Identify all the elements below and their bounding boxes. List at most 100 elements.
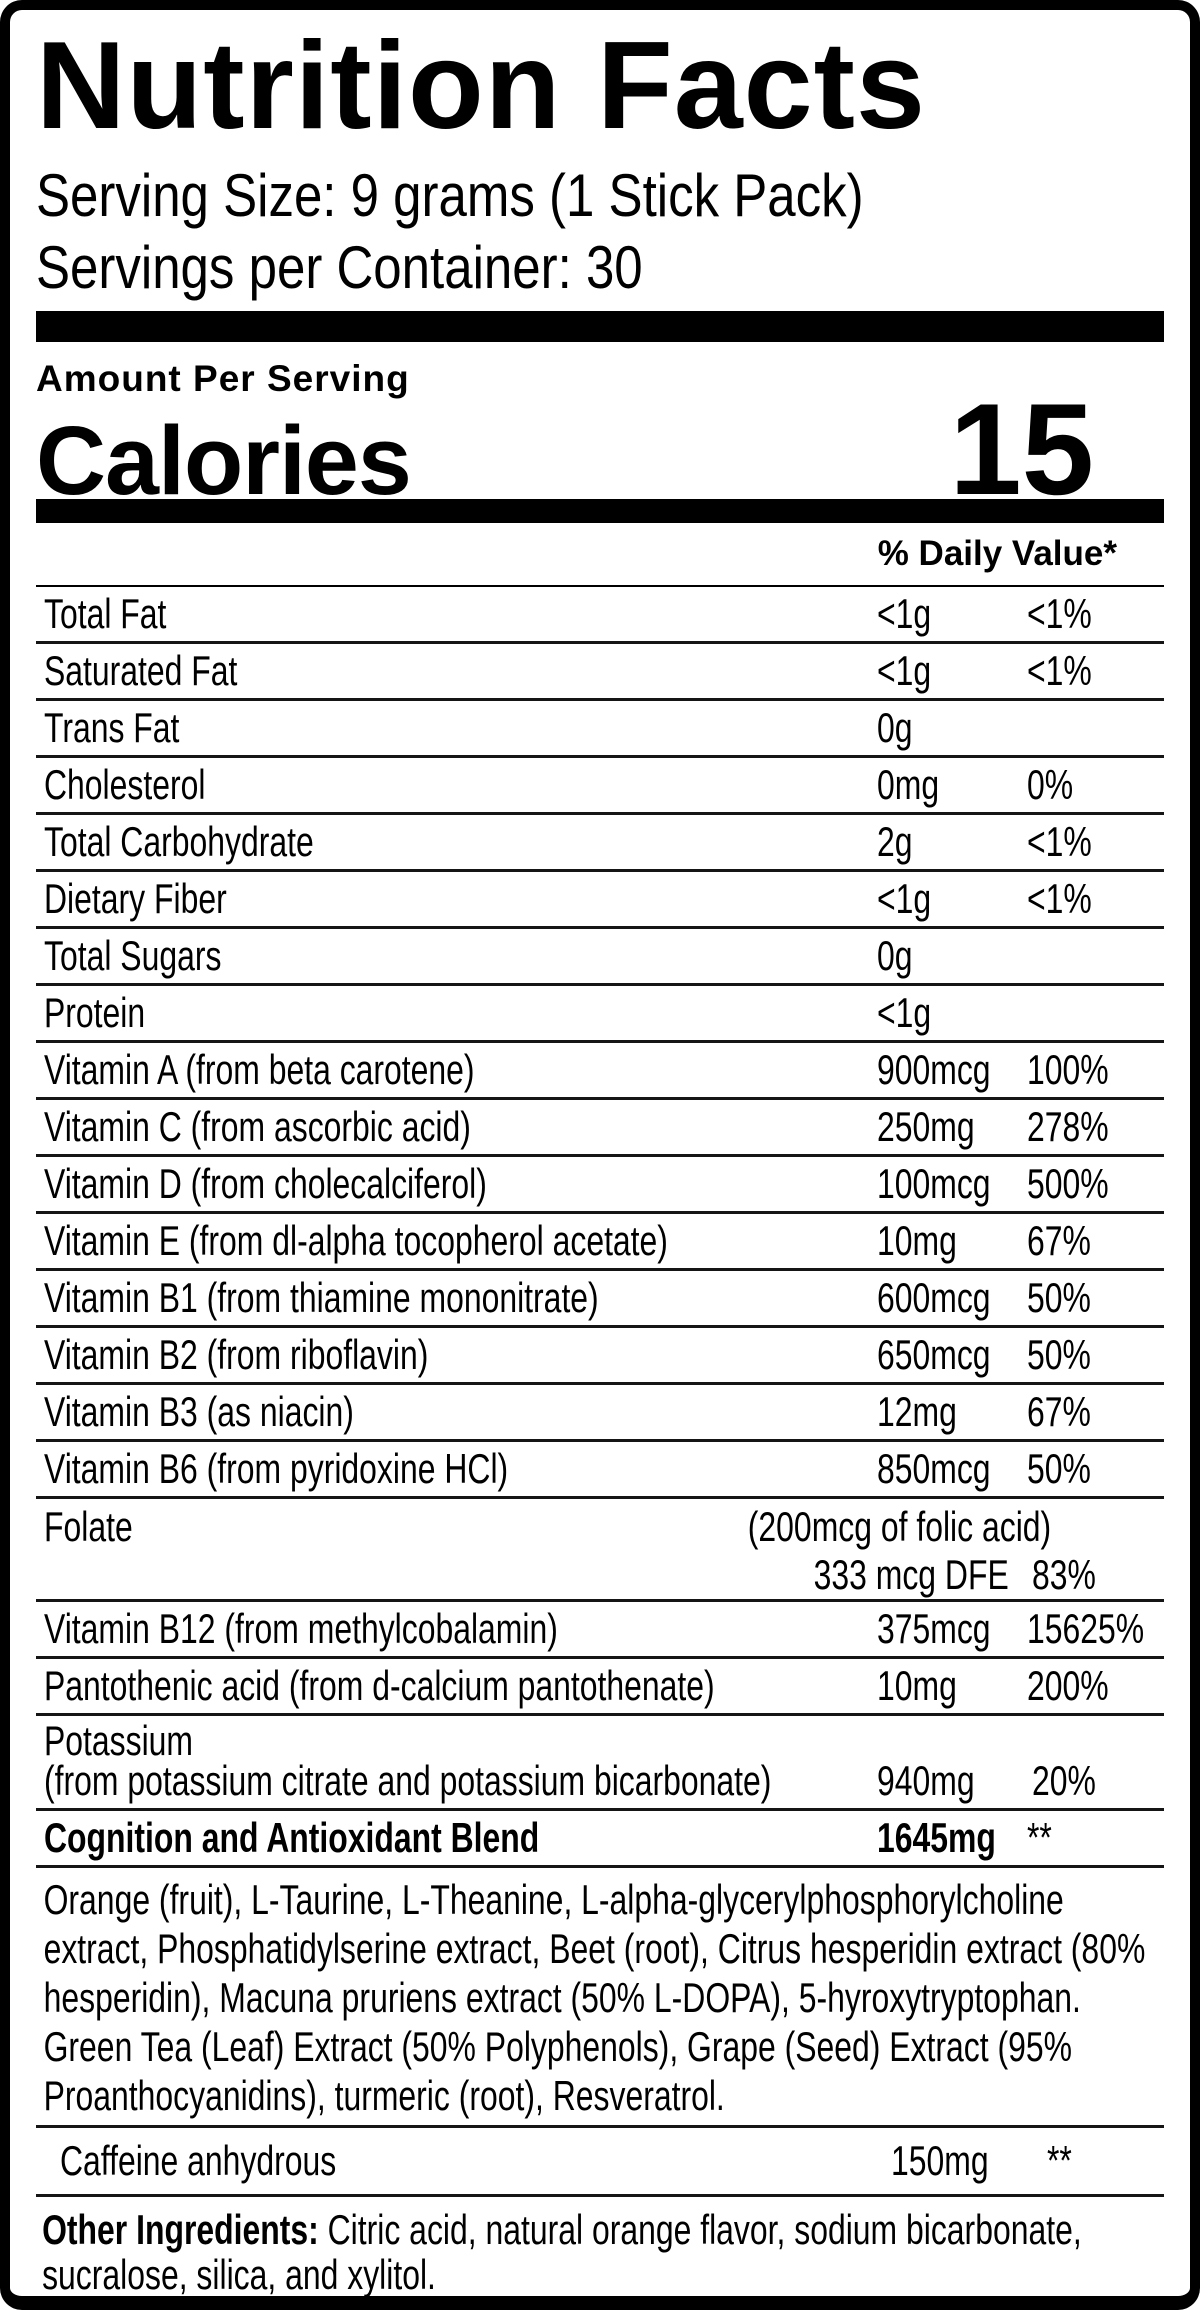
nutrient-amount: 12mg bbox=[877, 1388, 957, 1435]
calories-label: Calories bbox=[36, 406, 412, 515]
nutrient-amount: <1g bbox=[877, 875, 932, 922]
caffeine-daily-value: ** bbox=[1047, 2137, 1072, 2184]
serving-size-text: Serving Size: 9 grams (1 Stick Pack) bbox=[36, 162, 864, 229]
blend-label: Cognition and Antioxidant Blend bbox=[44, 1814, 540, 1861]
folate-row: Folate (200mcg of folic acid) 333 mcg DF… bbox=[36, 1499, 1164, 1602]
nutrient-amount: 2g bbox=[877, 818, 913, 865]
nutrient-amount: 0g bbox=[877, 932, 913, 979]
nutrient-amount: <1g bbox=[877, 590, 932, 637]
nutrient-row: Saturated Fat <1g <1% bbox=[36, 644, 1164, 701]
potassium-source-note: (from potassium citrate and potassium bi… bbox=[44, 1757, 772, 1804]
nutrient-daily-value: 278% bbox=[1027, 1103, 1109, 1150]
amount-per-serving-label: Amount Per Serving bbox=[36, 358, 410, 399]
nutrient-row: Cholesterol 0mg 0% bbox=[36, 758, 1164, 815]
nutrient-label: Total Fat bbox=[44, 590, 167, 637]
nutrient-daily-value: 200% bbox=[1027, 1662, 1109, 1709]
nutrient-amount: 900mcg bbox=[877, 1046, 991, 1093]
nutrient-row: Vitamin E (from dl-alpha tocopherol acet… bbox=[36, 1214, 1164, 1271]
other-ingredients-section: Other Ingredients: Citric acid, natural … bbox=[36, 2197, 1164, 2296]
nutrient-amount: 250mg bbox=[877, 1103, 975, 1150]
servings-per-container-text: Servings per Container: 30 bbox=[36, 234, 643, 301]
nutrient-label: Cholesterol bbox=[44, 761, 206, 808]
nutrient-label: Vitamin B6 (from pyridoxine HCl) bbox=[44, 1445, 509, 1492]
nutrient-daily-value: <1% bbox=[1027, 590, 1092, 637]
nutrient-daily-value: <1% bbox=[1027, 875, 1092, 922]
nutrient-rows-group-2: Vitamin B12 (from methylcobalamin) 375mc… bbox=[36, 1602, 1164, 1716]
nutrient-row: Total Sugars 0g bbox=[36, 929, 1164, 986]
nutrient-amount: 650mcg bbox=[877, 1331, 991, 1378]
nutrient-label: Trans Fat bbox=[44, 704, 180, 751]
label-title: Nutrition Facts bbox=[36, 17, 926, 155]
folate-amount: 333 mcg DFE bbox=[813, 1551, 1009, 1598]
blend-row: Cognition and Antioxidant Blend 1645mg *… bbox=[36, 1811, 1164, 1868]
nutrient-daily-value: <1% bbox=[1027, 647, 1092, 694]
nutrient-amount: 0mg bbox=[877, 761, 940, 808]
nutrient-row: Dietary Fiber <1g <1% bbox=[36, 872, 1164, 929]
nutrient-label: Vitamin A (from beta carotene) bbox=[44, 1046, 475, 1093]
nutrient-label: Pantothenic acid (from d-calcium pantoth… bbox=[44, 1662, 715, 1709]
blend-amount: 1645mg bbox=[877, 1814, 996, 1861]
nutrient-daily-value: 50% bbox=[1027, 1331, 1091, 1378]
nutrient-daily-value: 100% bbox=[1027, 1046, 1109, 1093]
nutrient-row: Trans Fat 0g bbox=[36, 701, 1164, 758]
nutrient-row: Vitamin B6 (from pyridoxine HCl) 850mcg … bbox=[36, 1442, 1164, 1499]
nutrient-daily-value: <1% bbox=[1027, 818, 1092, 865]
potassium-label: Potassium bbox=[44, 1717, 194, 1764]
nutrient-amount: <1g bbox=[877, 647, 932, 694]
nutrient-row: Protein <1g bbox=[36, 986, 1164, 1043]
potassium-row: Potassium (from potassium citrate and po… bbox=[36, 1716, 1164, 1811]
nutrient-label: Vitamin E (from dl-alpha tocopherol acet… bbox=[44, 1217, 668, 1264]
folate-daily-value: 83% bbox=[1032, 1551, 1096, 1598]
calories-row: Calories 15 bbox=[36, 376, 1164, 522]
blend-ingredients-text: Orange (fruit), L-Taurine, L-Theanine, L… bbox=[43, 1876, 1146, 2119]
serving-info: Serving Size: 9 grams (1 Stick Pack) Ser… bbox=[36, 160, 1164, 304]
servings-per-container-line: Servings per Container: 30 bbox=[36, 232, 1164, 304]
nutrient-daily-value: 50% bbox=[1027, 1445, 1091, 1492]
nutrient-amount: 600mcg bbox=[877, 1274, 991, 1321]
folate-label: Folate bbox=[44, 1503, 133, 1550]
nutrient-label: Vitamin B2 (from riboflavin) bbox=[44, 1331, 429, 1378]
nutrient-label: Vitamin D (from cholecalciferol) bbox=[44, 1160, 487, 1207]
folate-note: (200mcg of folic acid) bbox=[747, 1503, 1051, 1550]
calories-value: 15 bbox=[949, 376, 1094, 522]
separator-bar-top bbox=[36, 311, 1164, 342]
nutrient-row: Total Carbohydrate 2g <1% bbox=[36, 815, 1164, 872]
nutrient-row: Vitamin B1 (from thiamine mononitrate) 6… bbox=[36, 1271, 1164, 1328]
nutrient-daily-value: 67% bbox=[1027, 1217, 1091, 1264]
potassium-daily-value: 20% bbox=[1032, 1757, 1096, 1804]
nutrient-row: Vitamin B12 (from methylcobalamin) 375mc… bbox=[36, 1602, 1164, 1659]
nutrient-daily-value: 0% bbox=[1027, 761, 1074, 808]
nutrient-label: Protein bbox=[44, 989, 146, 1036]
nutrient-daily-value: 50% bbox=[1027, 1274, 1091, 1321]
nutrient-amount: 10mg bbox=[877, 1662, 957, 1709]
nutrient-label: Saturated Fat bbox=[44, 647, 238, 694]
nutrient-row: Total Fat <1g <1% bbox=[36, 587, 1164, 644]
nutrient-label: Vitamin B12 (from methylcobalamin) bbox=[44, 1605, 558, 1652]
caffeine-row: Caffeine anhydrous 150mg ** bbox=[36, 2128, 1164, 2197]
serving-size-line: Serving Size: 9 grams (1 Stick Pack) bbox=[36, 160, 1164, 232]
nutrient-amount: 850mcg bbox=[877, 1445, 991, 1492]
nutrient-amount: 0g bbox=[877, 704, 913, 751]
potassium-amount: 940mg bbox=[877, 1757, 975, 1804]
nutrient-label: Dietary Fiber bbox=[44, 875, 227, 922]
nutrient-label: Vitamin B3 (as niacin) bbox=[44, 1388, 354, 1435]
nutrient-daily-value: 15625% bbox=[1027, 1605, 1145, 1652]
nutrient-label: Vitamin C (from ascorbic acid) bbox=[44, 1103, 471, 1150]
caffeine-amount: 150mg bbox=[891, 2137, 989, 2184]
nutrient-row: Pantothenic acid (from d-calcium pantoth… bbox=[36, 1659, 1164, 1716]
nutrient-row: Vitamin A (from beta carotene) 900mcg 10… bbox=[36, 1043, 1164, 1100]
nutrient-amount: 10mg bbox=[877, 1217, 957, 1264]
daily-value-header-text: % Daily Value* bbox=[877, 534, 1117, 573]
nutrient-amount: <1g bbox=[877, 989, 932, 1036]
nutrient-amount: 375mcg bbox=[877, 1605, 991, 1652]
other-ingredients-label: Other Ingredients: bbox=[42, 2206, 319, 2253]
nutrient-row: Vitamin B2 (from riboflavin) 650mcg 50% bbox=[36, 1328, 1164, 1385]
nutrient-daily-value: 67% bbox=[1027, 1388, 1091, 1435]
nutrient-row: Vitamin B3 (as niacin) 12mg 67% bbox=[36, 1385, 1164, 1442]
blend-daily-value: ** bbox=[1027, 1814, 1052, 1861]
nutrient-rows-group-1: Total Fat <1g <1% Saturated Fat <1g <1% … bbox=[36, 587, 1164, 1499]
nutrient-label: Vitamin B1 (from thiamine mononitrate) bbox=[44, 1274, 599, 1321]
nutrient-amount: 100mcg bbox=[877, 1160, 991, 1207]
separator-bar-calories bbox=[36, 499, 1164, 523]
